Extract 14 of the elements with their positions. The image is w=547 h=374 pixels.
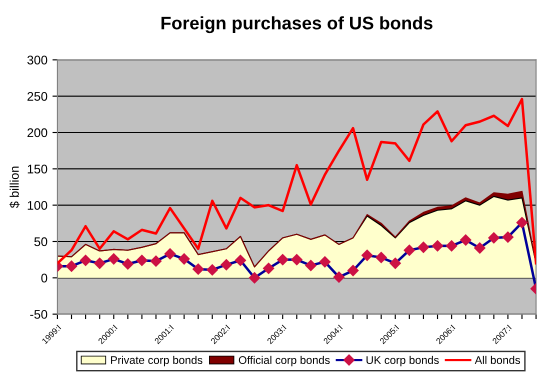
y-tick-label: 150 [28, 164, 48, 174]
y-tick-label: 100 [28, 200, 48, 210]
legend-label: Private corp bonds [111, 356, 202, 366]
y-axis-title: $ billion [9, 166, 20, 208]
y-tick-label: 250 [27, 92, 48, 101]
y-tick-label: 50 [34, 237, 48, 246]
y-tick-label: 200 [27, 128, 48, 138]
chart-title: Foreign purchases of US bonds [162, 16, 432, 34]
legend-label: UK corp bonds [366, 356, 439, 366]
legend-label: All bonds [474, 356, 520, 364]
y-tick-label: 0 [41, 274, 48, 282]
y-tick-label: 300 [27, 56, 48, 64]
legend-label: Official corp bonds [238, 356, 330, 366]
y-tick-label: -50 [30, 310, 48, 319]
